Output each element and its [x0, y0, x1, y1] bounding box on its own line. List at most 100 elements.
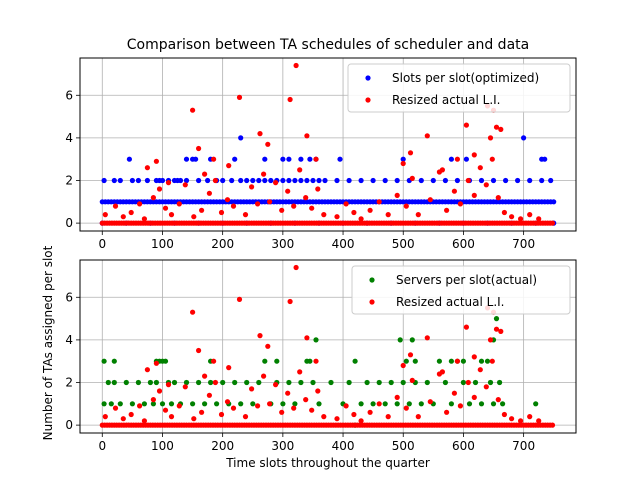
data-point	[230, 203, 237, 209]
data-point	[376, 401, 382, 407]
x-tick-label: 200	[211, 439, 234, 453]
data-point	[463, 324, 469, 330]
data-point	[112, 405, 119, 411]
data-point	[309, 407, 315, 413]
data-point	[262, 177, 268, 184]
data-point	[250, 177, 256, 184]
data-point	[478, 177, 485, 184]
data-point	[183, 156, 190, 162]
x-tick-label: 700	[512, 237, 535, 251]
data-point	[162, 205, 169, 211]
data-point	[238, 135, 244, 141]
data-point	[177, 177, 184, 184]
data-point	[509, 214, 515, 220]
x-tick-label: 300	[271, 439, 294, 453]
data-point	[150, 397, 156, 403]
data-point	[279, 409, 285, 415]
data-point	[291, 405, 297, 411]
legend-label: Slots per slot(optimized)	[392, 71, 539, 85]
data-point	[286, 177, 292, 184]
data-point	[484, 358, 491, 364]
data-point	[261, 373, 267, 379]
x-tick-label: 400	[332, 237, 355, 251]
data-point	[190, 309, 196, 315]
data-point	[307, 156, 313, 162]
data-point	[313, 358, 319, 364]
data-point	[274, 358, 280, 364]
data-point	[487, 337, 494, 343]
data-point	[493, 124, 500, 130]
y-tick-label: 2	[65, 376, 73, 390]
data-point	[471, 192, 477, 198]
data-point	[328, 379, 334, 386]
data-point	[418, 401, 424, 407]
data-point	[153, 158, 159, 164]
data-point	[400, 379, 406, 386]
data-point	[394, 401, 400, 407]
data-point	[101, 177, 107, 184]
data-point	[291, 203, 297, 209]
data-point	[358, 177, 364, 184]
x-axis-label: Time slots throughout the quarter	[225, 456, 430, 470]
data-point	[471, 394, 477, 400]
data-point	[310, 379, 316, 386]
data-point	[303, 195, 309, 201]
legend-marker	[365, 97, 371, 103]
data-point	[242, 212, 249, 218]
data-point	[141, 401, 147, 407]
data-point	[249, 184, 255, 190]
data-point	[427, 399, 433, 405]
data-point	[315, 186, 321, 192]
data-point	[448, 156, 454, 162]
data-point	[483, 384, 489, 390]
data-point	[218, 411, 225, 418]
y-tick-label: 4	[65, 131, 73, 145]
legend-marker	[369, 299, 375, 305]
data-point	[407, 352, 414, 358]
data-point	[298, 379, 304, 386]
data-point	[304, 133, 310, 139]
data-point	[549, 422, 556, 428]
data-point	[427, 197, 433, 203]
data-point	[165, 382, 172, 388]
data-point	[250, 401, 256, 407]
data-point	[191, 416, 197, 422]
data-point	[439, 167, 445, 173]
data-point	[367, 409, 373, 415]
data-point	[255, 201, 261, 207]
data-point	[206, 190, 212, 196]
data-point	[236, 296, 243, 302]
data-point	[527, 212, 533, 218]
data-point	[126, 156, 132, 162]
data-point	[483, 182, 489, 188]
data-point	[117, 401, 123, 407]
data-point	[509, 416, 515, 422]
data-point	[315, 388, 321, 394]
legend-label: Resized actual L.I.	[392, 93, 501, 107]
data-point	[287, 298, 293, 305]
data-point	[128, 411, 134, 418]
y-tick-label: 6	[65, 88, 73, 102]
data-point	[487, 379, 494, 386]
data-point	[236, 94, 243, 100]
data-point	[442, 177, 448, 184]
data-point	[460, 358, 466, 364]
data-point	[101, 401, 107, 407]
data-point	[202, 373, 208, 379]
data-point	[493, 316, 500, 322]
data-point	[415, 212, 421, 218]
data-point	[150, 401, 156, 407]
data-point	[463, 156, 469, 162]
data-point	[153, 379, 159, 386]
data-point	[367, 207, 373, 213]
data-point	[457, 201, 463, 207]
data-point	[285, 390, 291, 396]
data-point	[303, 397, 309, 403]
data-point	[322, 177, 328, 184]
data-point	[292, 177, 298, 184]
data-point	[436, 358, 442, 364]
data-point	[226, 365, 232, 371]
y-tick-label: 0	[65, 418, 73, 432]
data-point	[176, 403, 182, 409]
data-point	[439, 369, 445, 375]
